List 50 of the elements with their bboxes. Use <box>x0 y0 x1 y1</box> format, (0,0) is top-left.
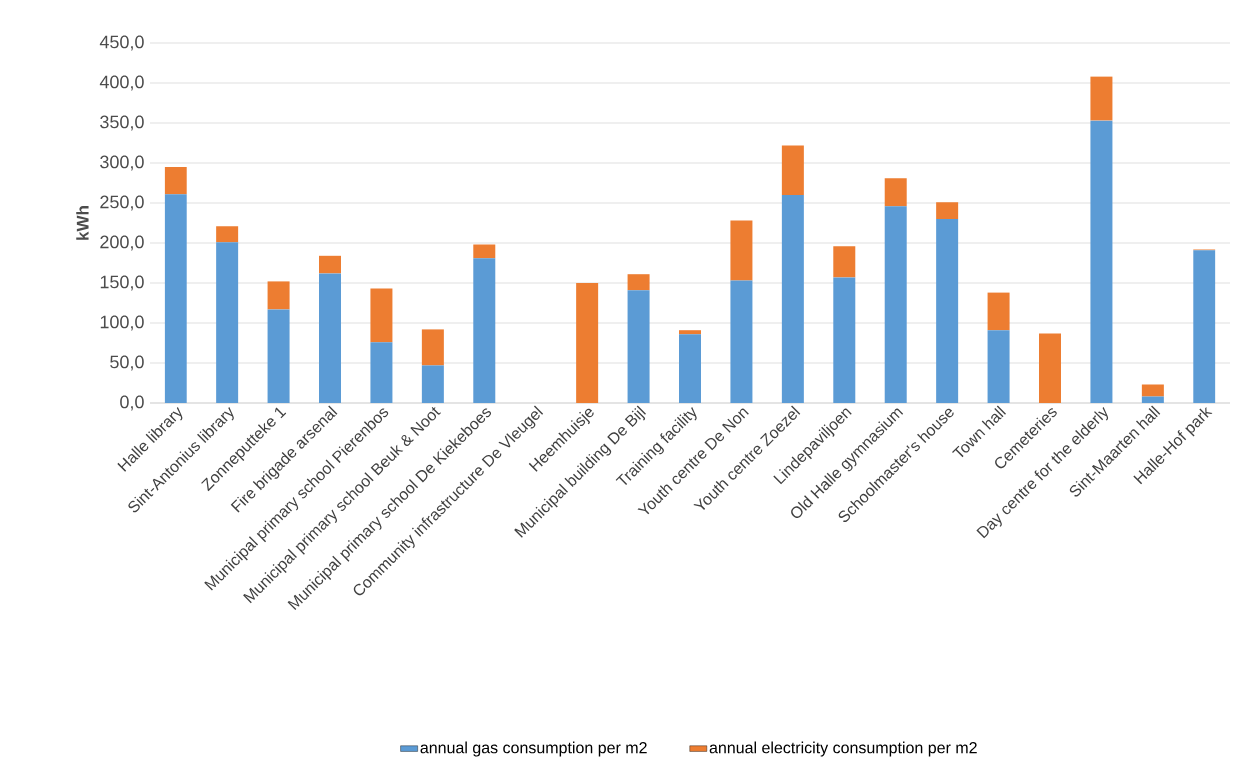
legend-label: annual electricity consumption per m2 <box>709 741 977 757</box>
bar <box>319 255 341 274</box>
bar <box>1090 120 1113 403</box>
bar <box>679 334 701 403</box>
bar <box>730 220 753 281</box>
bar <box>216 242 239 403</box>
bar <box>987 330 1010 403</box>
bar <box>267 309 290 403</box>
legend-label: annual gas consumption per m2 <box>420 741 647 757</box>
bar <box>987 292 1010 331</box>
bar <box>936 219 959 403</box>
y-tick-label: 100,0 <box>100 315 144 331</box>
bar <box>781 195 804 403</box>
y-tick-label: 50,0 <box>110 355 144 371</box>
bar <box>370 288 393 343</box>
bar <box>164 167 187 195</box>
bar <box>421 365 444 403</box>
y-axis-title: kWh <box>76 206 89 240</box>
bar <box>576 283 599 403</box>
bar <box>833 246 856 278</box>
bar <box>164 194 187 403</box>
bar <box>267 281 290 310</box>
bar <box>833 277 856 403</box>
bar <box>936 202 959 219</box>
bar <box>319 273 341 403</box>
y-tick-label: 400,0 <box>99 75 144 91</box>
bar <box>1039 333 1061 403</box>
bar <box>216 226 239 243</box>
y-tick-label: 450,0 <box>99 35 144 51</box>
y-tick-label: 150,0 <box>100 275 144 291</box>
bar <box>421 329 444 366</box>
y-tick-label: 300,0 <box>100 155 144 171</box>
bar <box>1141 384 1164 397</box>
bar <box>473 258 496 403</box>
bar <box>1141 396 1164 403</box>
bar <box>1193 250 1216 403</box>
bar <box>473 244 496 259</box>
y-tick-label: 0,0 <box>120 395 144 411</box>
bar <box>884 206 907 403</box>
y-tick-label: 350,0 <box>100 115 144 131</box>
bar <box>627 290 650 403</box>
bar <box>1090 76 1113 121</box>
bar <box>730 280 753 403</box>
y-tick-label: 200,0 <box>100 235 144 251</box>
bar <box>370 342 393 403</box>
bar <box>781 145 804 195</box>
bar <box>884 178 907 207</box>
bar <box>627 274 650 291</box>
bar <box>679 330 701 335</box>
y-tick-label: 250,0 <box>100 195 144 211</box>
